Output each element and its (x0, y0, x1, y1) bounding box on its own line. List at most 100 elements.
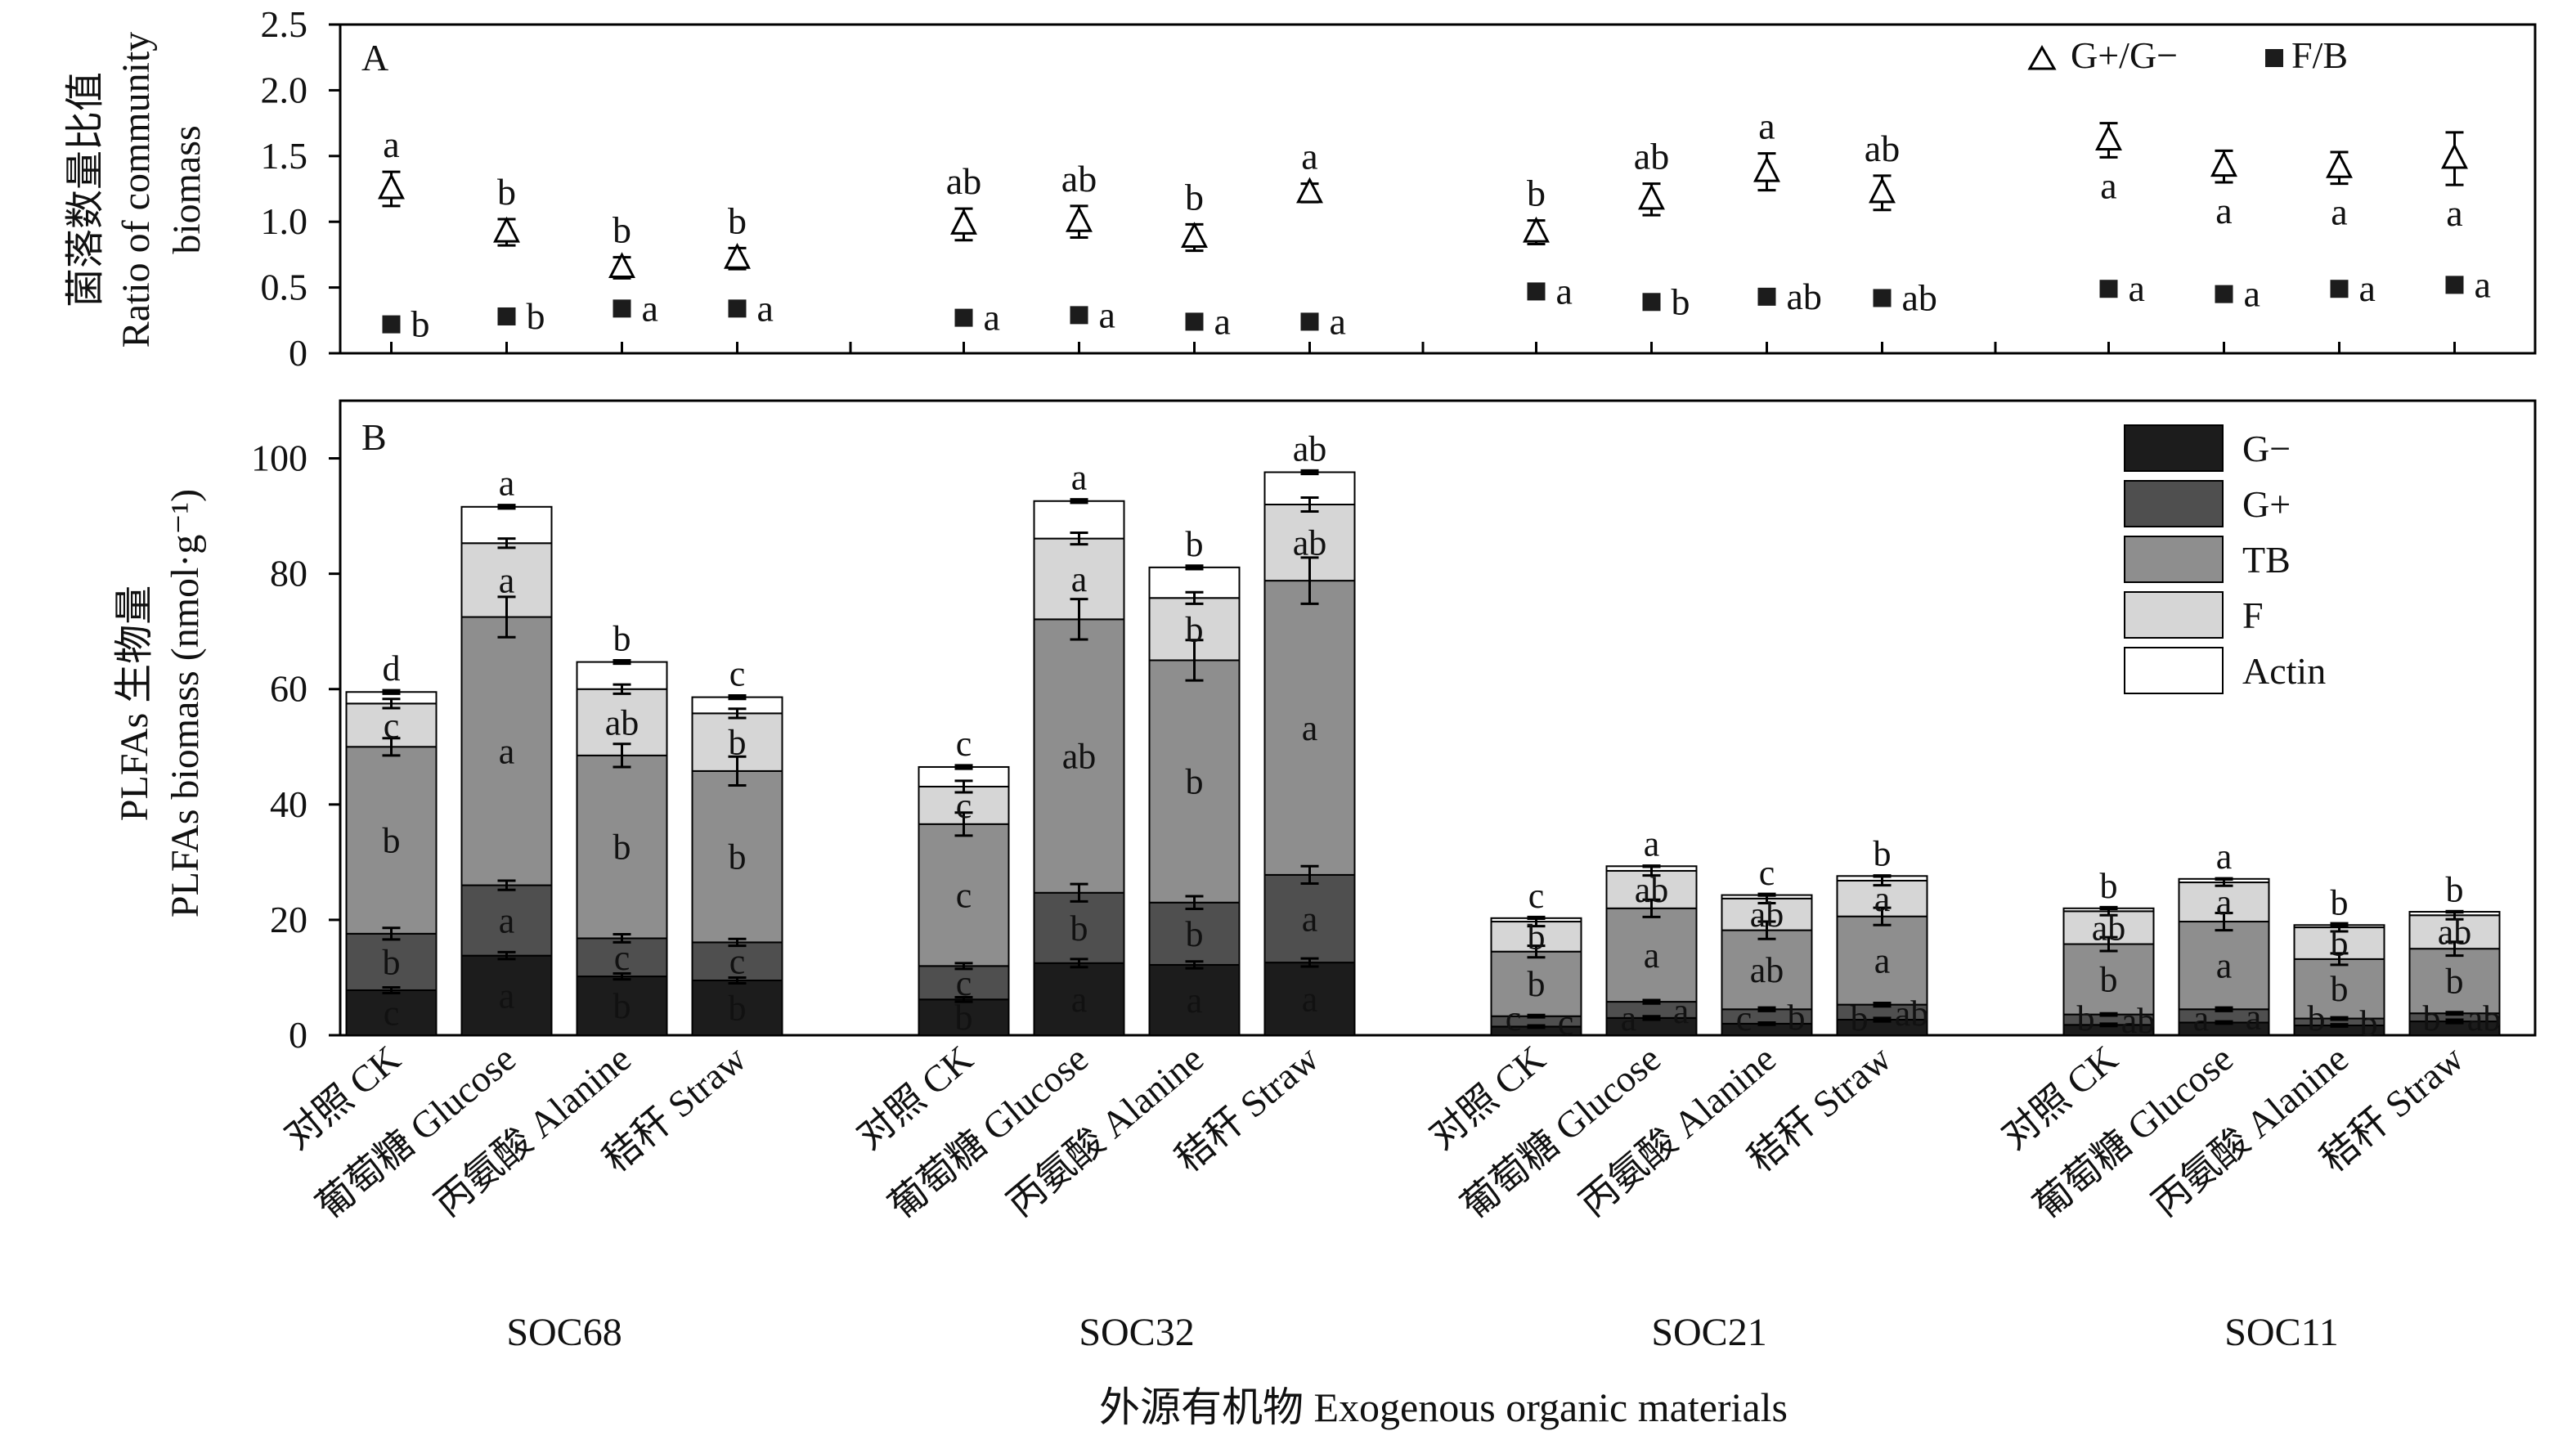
bar-letter-g_neg: a (1071, 980, 1088, 1020)
gpos-gneg-letter: a (2215, 190, 2232, 231)
gpos-gneg-point (1296, 177, 1323, 204)
bar-segment-tb (576, 754, 668, 940)
gpos-gneg-letter: a (1758, 105, 1775, 147)
gpos-gneg-point (378, 173, 405, 200)
f-b-letter: a (2129, 267, 2145, 309)
gpos-gneg-point (2326, 152, 2353, 178)
panel-b-ytick-label: 100 (251, 437, 307, 479)
bar-letter-f: ab (1750, 895, 1784, 935)
bar-letter-f: b (1186, 609, 1204, 649)
f-b-letter: a (1214, 300, 1231, 342)
bar-letter-f: ab (605, 702, 640, 742)
bar-segment-actin (460, 505, 553, 545)
bar-letter-f: b (729, 723, 747, 763)
gpos-gneg-point (950, 209, 977, 235)
bar-letter-f: b (2331, 923, 2349, 963)
bar-letter-g_pos: c (614, 938, 631, 978)
group-label: SOC68 (506, 1311, 622, 1354)
bar-letter-g_neg: b (2308, 998, 2326, 1038)
panel-b-ytick-label: 0 (289, 1014, 307, 1056)
bar-segment-tb (460, 616, 553, 886)
panel-a-frame (339, 23, 2537, 355)
bar-letter-tb: ab (1750, 950, 1784, 990)
bar-letter-tb: a (1302, 708, 1318, 748)
bar-letter-g_pos: b (2360, 1003, 2378, 1043)
bar-letter-actin: b (2446, 869, 2464, 909)
gpos-gneg-letter: a (2446, 192, 2462, 234)
bar-letter-f: a (1874, 879, 1891, 919)
bar-letter-g_pos: ab (2467, 998, 2502, 1038)
panel-a-ylabel: 菌落数量比值 Ratio of community biomass (64, 32, 209, 348)
bar-letter-f: c (956, 786, 972, 826)
bar-letter-g_pos: b (383, 942, 401, 982)
group-label: SOC21 (1651, 1311, 1766, 1354)
bar-segment-g_pos (460, 884, 553, 957)
legend-swatch-g_pos (2124, 480, 2224, 527)
bar-letter-tb: b (2100, 960, 2118, 1000)
bar-letter-tb: a (1644, 935, 1660, 976)
bar-letter-actin: a (499, 464, 515, 504)
gpos-gneg-point (608, 252, 635, 278)
panel-a-ytick-label: 0 (289, 332, 307, 374)
gpos-gneg-letter: b (613, 209, 631, 251)
legend-label-g_pos: G+ (2242, 483, 2291, 525)
bar-letter-tb: a (2216, 946, 2233, 986)
f-b-point (613, 299, 631, 318)
bar-segment-tb (691, 769, 783, 944)
panel-a-label: A (361, 37, 388, 79)
bar-letter-actin: b (2100, 866, 2118, 906)
bar-letter-actin: c (1528, 876, 1545, 916)
f-b-letter: b (527, 295, 545, 337)
legend-label-f: F (2242, 594, 2264, 636)
panel-b-ylabel-line1: PLFAs 生物量 (113, 585, 156, 822)
panel-b-label: B (361, 416, 387, 458)
gpos-gneg-point (1753, 155, 1780, 182)
f-b-letter: ab (1902, 276, 1937, 318)
bar-letter-g_neg: a (499, 976, 515, 1016)
f-b-point (2215, 285, 2233, 303)
bar-segment-g_neg (345, 989, 438, 1036)
bar-segment-g_neg (1263, 962, 1356, 1036)
f-b-point (497, 307, 516, 325)
f-b-letter: a (757, 287, 774, 329)
bar-letter-tb: b (1186, 762, 1204, 802)
bar-letter-g_neg: c (1736, 998, 1752, 1038)
gpos-gneg-point (493, 216, 520, 243)
bar-letter-g_pos: c (1558, 1003, 1574, 1043)
legend-swatch-g_neg (2124, 424, 2224, 472)
bar-letter-tb: ab (1062, 737, 1097, 777)
f-b-letter: a (2359, 267, 2376, 309)
bar-segment-tb (1605, 907, 1698, 1003)
f-b-point (1527, 282, 1546, 301)
panel-b-ytick-label: 60 (270, 668, 307, 710)
bar-letter-tb: b (2331, 969, 2349, 1009)
bar-letter-f: ab (1635, 870, 1669, 910)
panel-b-plot: 020406080100cbbcdaaaaabcbabbbcbbcbccccab… (251, 428, 2501, 1056)
bar-letter-g_pos: c (956, 963, 972, 1003)
gpos-gneg-letter: b (728, 200, 747, 241)
bar-segment-g_pos (1148, 901, 1241, 966)
f-b-point (382, 315, 401, 334)
f-b-letter: a (642, 287, 658, 329)
bar-letter-tb: b (383, 821, 401, 861)
bar-segment-tb (345, 746, 438, 935)
legend-label-tb: TB (2242, 539, 2291, 581)
bar-letter-g_neg: a (1621, 998, 1637, 1038)
legend-label-actin: Actin (2242, 650, 2326, 692)
bar-letter-g_pos: ab (1895, 994, 1929, 1034)
bar-letter-f: a (1071, 559, 1088, 599)
gpos-gneg-letter: b (497, 171, 516, 213)
gpos-gneg-point (2095, 124, 2122, 151)
gpos-gneg-letter: b (1185, 176, 1204, 218)
bar-letter-g_pos: b (1186, 914, 1204, 954)
bar-letter-tb: b (1528, 964, 1546, 1004)
bar-letter-actin: a (1644, 824, 1660, 864)
legend-triangle-marker (2027, 44, 2057, 70)
bar-letter-f: ab (2092, 908, 2126, 948)
panel-a-ytick-label: 2.0 (261, 69, 308, 110)
bar-letter-g_neg: b (613, 986, 631, 1026)
x-tick-label: 丙氨酸 Alanine (427, 1038, 639, 1225)
f-b-point (2330, 280, 2349, 298)
bar-letter-g_neg: b (955, 998, 973, 1038)
